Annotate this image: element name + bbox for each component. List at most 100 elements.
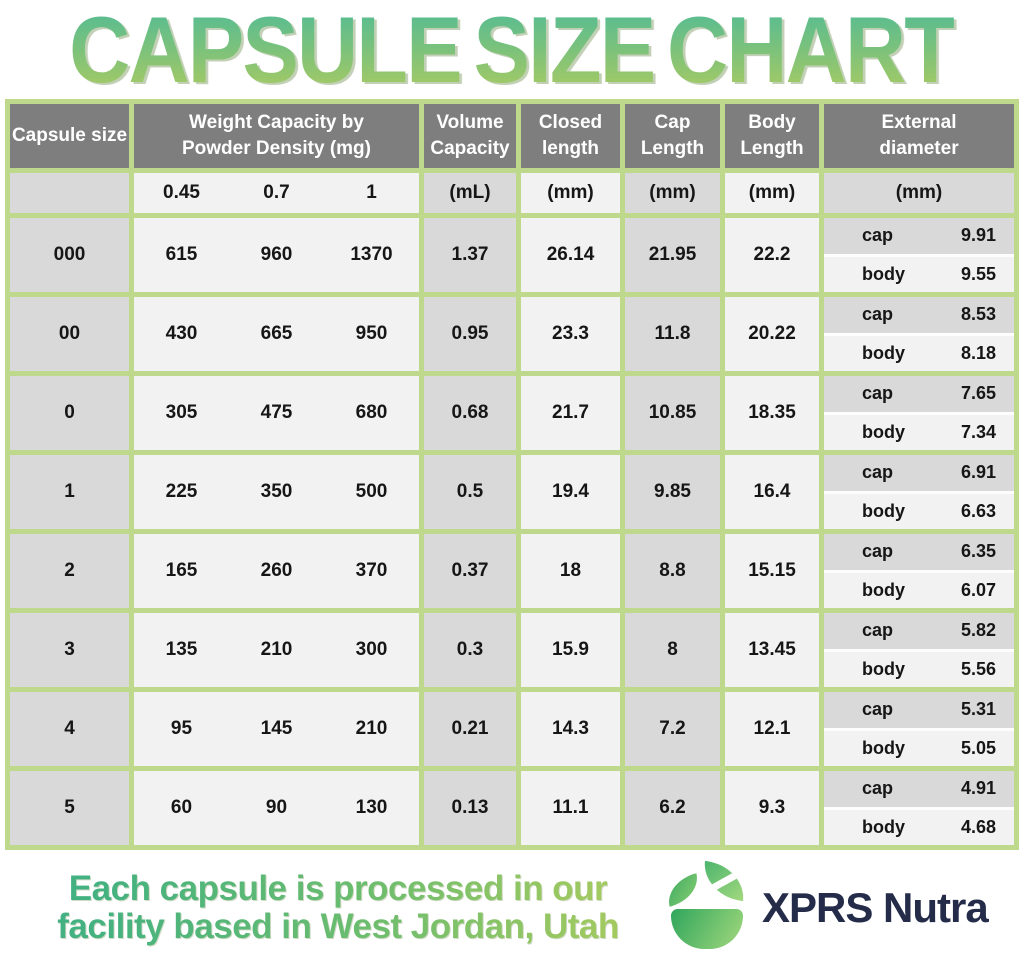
closed-length-cell: 15.9 bbox=[521, 613, 620, 687]
table-row-4: 4 95 145 210 0.21 14.3 7.2 12.1 cap 5.31 bbox=[10, 692, 1014, 766]
external-body-row: body 5.56 bbox=[824, 651, 1014, 687]
weight-07-value: 350 bbox=[260, 481, 293, 502]
capsule-size-cell: 1 bbox=[10, 455, 129, 529]
external-diameter-cell: cap 9.91 body 9.55 bbox=[824, 218, 1014, 292]
weight-1-value: 370 bbox=[355, 560, 388, 581]
weight-045-value: 135 bbox=[165, 639, 198, 660]
weight-1-value: 500 bbox=[355, 481, 388, 502]
brand-logo: XPRS Nutra bbox=[663, 860, 989, 953]
cap-length-cell: 11.8 bbox=[625, 297, 720, 371]
capsule-size-cell: 00 bbox=[10, 297, 129, 371]
mortar-leaves-icon bbox=[663, 860, 750, 953]
table-row-0: 0 305 475 680 0.68 21.7 10.85 18.35 cap … bbox=[10, 376, 1014, 450]
table-row-5: 5 60 90 130 0.13 11.1 6.2 9.3 cap 4.91 bbox=[10, 771, 1014, 845]
body-length-cell: 22.2 bbox=[725, 218, 819, 292]
cap-length-cell: 8 bbox=[625, 613, 720, 687]
header-volume-capacity: Volume Capacity bbox=[424, 104, 516, 168]
weight-capacity-cell: 430 665 950 bbox=[134, 297, 419, 371]
external-diameter-cell: cap 5.31 body 5.05 bbox=[824, 692, 1014, 766]
table-header-row: Capsule size Weight Capacity by Powder D… bbox=[10, 104, 1014, 168]
units-closed-cell: (mm) bbox=[521, 173, 620, 213]
footer-note-line2: facility based in West Jordan, Utah bbox=[57, 907, 619, 946]
body-diameter-value: 5.56 bbox=[960, 658, 996, 679]
body-diameter-value: 4.68 bbox=[960, 816, 996, 837]
external-diameter-cell: cap 6.91 body 6.63 bbox=[824, 455, 1014, 529]
external-cap-row: cap 6.91 bbox=[824, 455, 1014, 491]
cap-length-cell: 8.8 bbox=[625, 534, 720, 608]
body-length-cell: 20.22 bbox=[725, 297, 819, 371]
external-diameter-cell: cap 4.91 body 4.68 bbox=[824, 771, 1014, 845]
external-cap-row: cap 8.53 bbox=[824, 297, 1014, 333]
weight-07-value: 210 bbox=[260, 639, 293, 660]
weight-capacity-cell: 615 960 1370 bbox=[134, 218, 419, 292]
body-length-cell: 12.1 bbox=[725, 692, 819, 766]
cap-diameter-value: 5.31 bbox=[960, 699, 996, 720]
cap-label: cap bbox=[862, 699, 894, 720]
brand-name: XPRS Nutra bbox=[762, 884, 989, 931]
weight-07-value: 90 bbox=[265, 797, 288, 818]
capsule-size-table: Capsule size Weight Capacity by Powder D… bbox=[5, 99, 1019, 850]
external-body-row: body 4.68 bbox=[824, 809, 1014, 845]
body-diameter-value: 7.34 bbox=[960, 421, 996, 442]
weight-capacity-cell: 165 260 370 bbox=[134, 534, 419, 608]
weight-045-value: 165 bbox=[165, 560, 198, 581]
body-length-cell: 15.15 bbox=[725, 534, 819, 608]
external-body-row: body 9.55 bbox=[824, 256, 1014, 292]
weight-1-value: 300 bbox=[355, 639, 388, 660]
body-label: body bbox=[862, 579, 905, 600]
cap-length-cell: 7.2 bbox=[625, 692, 720, 766]
weight-capacity-cell: 225 350 500 bbox=[134, 455, 419, 529]
table-row-000: 000 615 960 1370 1.37 26.14 21.95 22.2 c… bbox=[10, 218, 1014, 292]
body-length-cell: 18.35 bbox=[725, 376, 819, 450]
body-diameter-value: 6.07 bbox=[960, 579, 996, 600]
cap-length-cell: 10.85 bbox=[625, 376, 720, 450]
body-label: body bbox=[862, 816, 905, 837]
units-body-cell: (mm) bbox=[725, 173, 819, 213]
external-diameter-cell: cap 8.53 body 8.18 bbox=[824, 297, 1014, 371]
header-cap-length: Cap Length bbox=[625, 104, 720, 168]
weight-045-value: 60 bbox=[170, 797, 193, 818]
header-weight-capacity: Weight Capacity by Powder Density (mg) bbox=[134, 104, 419, 168]
body-length-cell: 16.4 bbox=[725, 455, 819, 529]
weight-1-value: 1370 bbox=[350, 244, 393, 265]
cap-label: cap bbox=[862, 383, 894, 404]
weight-045-value: 305 bbox=[165, 402, 198, 423]
closed-length-cell: 23.3 bbox=[521, 297, 620, 371]
external-body-row: body 6.63 bbox=[824, 493, 1014, 529]
units-external-cell: (mm) bbox=[824, 173, 1014, 213]
weight-07-value: 145 bbox=[260, 718, 293, 739]
weight-07-value: 475 bbox=[260, 402, 293, 423]
weight-capacity-cell: 95 145 210 bbox=[134, 692, 419, 766]
volume-cell: 1.37 bbox=[424, 218, 516, 292]
volume-cell: 0.13 bbox=[424, 771, 516, 845]
capsule-size-cell: 0 bbox=[10, 376, 129, 450]
cap-length-cell: 9.85 bbox=[625, 455, 720, 529]
weight-045-value: 430 bbox=[165, 323, 198, 344]
cap-length-cell: 6.2 bbox=[625, 771, 720, 845]
density-1-label: 1 bbox=[366, 182, 377, 203]
cap-length-cell: 21.95 bbox=[625, 218, 720, 292]
closed-length-cell: 26.14 bbox=[521, 218, 620, 292]
external-cap-row: cap 7.65 bbox=[824, 376, 1014, 412]
closed-length-cell: 21.7 bbox=[521, 376, 620, 450]
body-length-cell: 9.3 bbox=[725, 771, 819, 845]
volume-cell: 0.95 bbox=[424, 297, 516, 371]
closed-length-cell: 14.3 bbox=[521, 692, 620, 766]
cap-label: cap bbox=[862, 225, 894, 246]
capsule-size-cell: 2 bbox=[10, 534, 129, 608]
cap-diameter-value: 5.82 bbox=[960, 620, 996, 641]
header-external-diameter-text: External diameter bbox=[879, 112, 959, 159]
cap-diameter-value: 4.91 bbox=[960, 778, 996, 799]
body-diameter-value: 6.63 bbox=[960, 500, 996, 521]
body-label: body bbox=[862, 658, 905, 679]
external-cap-row: cap 9.91 bbox=[824, 218, 1014, 254]
cap-diameter-value: 7.65 bbox=[960, 383, 996, 404]
external-body-row: body 7.34 bbox=[824, 414, 1014, 450]
external-diameter-cell: cap 5.82 body 5.56 bbox=[824, 613, 1014, 687]
capsule-size-cell: 5 bbox=[10, 771, 129, 845]
volume-cell: 0.37 bbox=[424, 534, 516, 608]
weight-capacity-cell: 305 475 680 bbox=[134, 376, 419, 450]
volume-cell: 0.68 bbox=[424, 376, 516, 450]
body-label: body bbox=[862, 263, 905, 284]
header-closed-length: Closed length bbox=[521, 104, 620, 168]
